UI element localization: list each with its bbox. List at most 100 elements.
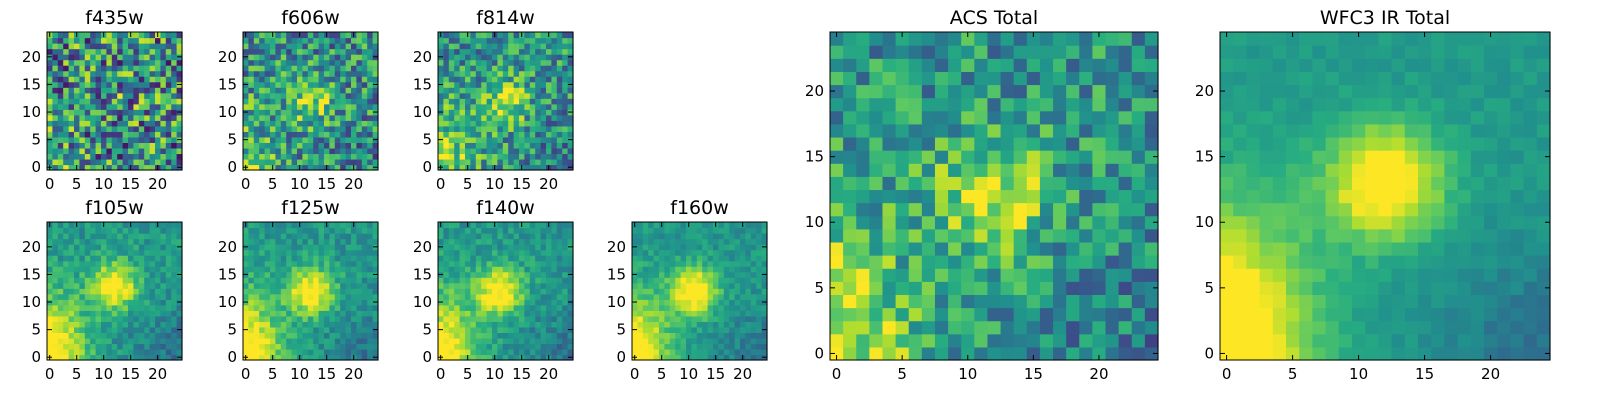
heatmap-cell <box>745 310 752 317</box>
heatmap-cell <box>149 59 156 66</box>
heatmap-cell <box>529 266 536 273</box>
heatmap-cell <box>329 142 336 149</box>
heatmap-cell <box>144 114 151 121</box>
heatmap-cell <box>155 326 161 333</box>
heatmap-cell <box>160 153 167 160</box>
heatmap-cell <box>443 348 450 356</box>
heatmap-cell <box>508 282 515 289</box>
heatmap-cell <box>117 299 124 306</box>
heatmap-cell <box>524 227 531 234</box>
heatmap-cell <box>567 343 574 350</box>
heatmap-cell <box>149 142 156 149</box>
heatmap-cell <box>1079 307 1093 322</box>
heatmap-cell <box>138 304 145 311</box>
heatmap-cell <box>540 277 547 284</box>
heatmap-cell <box>502 125 509 132</box>
heatmap-cell <box>513 354 520 361</box>
heatmap-cell <box>329 348 336 356</box>
heatmap-cell <box>334 109 341 116</box>
heatmap-cell <box>307 147 314 155</box>
heatmap-cell <box>95 76 102 83</box>
heatmap-cell <box>95 348 102 356</box>
heatmap-cell <box>264 92 271 99</box>
heatmap-cell <box>481 54 488 61</box>
heatmap-cell <box>356 348 363 356</box>
heatmap-cell <box>329 244 336 251</box>
heatmap-cell <box>95 164 102 171</box>
heatmap-cell <box>664 315 671 322</box>
heatmap-cell <box>540 326 547 333</box>
heatmap-cell <box>642 332 649 339</box>
heatmap-cell <box>144 310 151 317</box>
heatmap-cell <box>1013 241 1028 256</box>
heatmap-cell <box>513 76 520 83</box>
heatmap-cell <box>297 131 303 138</box>
heatmap-cell <box>74 304 80 311</box>
heatmap-cell <box>340 233 347 240</box>
x-tick-label: 0 <box>45 365 55 383</box>
heatmap-cell <box>122 227 129 234</box>
heatmap-cell <box>259 321 266 328</box>
heatmap-cell <box>133 158 140 166</box>
heatmap-cell <box>165 332 172 339</box>
heatmap-cell <box>745 238 752 245</box>
heatmap-cell <box>302 255 309 262</box>
heatmap-cell <box>356 354 363 361</box>
heatmap-cell <box>253 92 260 99</box>
heatmap-cell <box>659 343 665 350</box>
heatmap-cell <box>934 215 949 230</box>
heatmap-cell <box>502 233 509 240</box>
heatmap-cell <box>948 333 962 348</box>
heatmap-cell <box>63 348 70 356</box>
heatmap-cell <box>79 260 86 267</box>
heatmap-cell <box>740 348 746 356</box>
heatmap-cell <box>90 136 97 143</box>
heatmap-cell <box>974 255 989 269</box>
heatmap-cell <box>723 222 730 229</box>
heatmap-cell <box>253 222 260 229</box>
heatmap-cell <box>84 125 91 132</box>
heatmap-cell <box>280 147 287 155</box>
heatmap-cell <box>122 282 129 289</box>
heatmap-cell <box>443 153 450 160</box>
heatmap-cell <box>513 70 520 77</box>
heatmap-cell <box>270 337 276 345</box>
heatmap-cell <box>492 282 498 289</box>
heatmap-cell <box>637 343 644 350</box>
heatmap-cell <box>297 266 303 273</box>
heatmap-cell <box>562 321 569 328</box>
heatmap-cell <box>519 326 525 333</box>
heatmap-cell <box>556 87 563 94</box>
heatmap-cell <box>519 227 525 234</box>
heatmap-cell <box>513 288 520 295</box>
heatmap-cell <box>248 131 255 138</box>
heatmap-cell <box>508 348 515 356</box>
heatmap-cell <box>497 54 504 61</box>
heatmap-cell <box>253 65 260 72</box>
heatmap-cell <box>454 136 461 143</box>
heatmap-cell <box>84 76 91 83</box>
heatmap-cell <box>165 238 172 245</box>
heatmap-cell <box>497 354 504 361</box>
heatmap-cell <box>740 227 746 234</box>
heatmap-cell <box>340 238 347 245</box>
heatmap-cell <box>529 153 536 160</box>
heatmap-cell <box>280 354 287 361</box>
heatmap-cell <box>138 244 145 251</box>
heatmap-cell <box>680 277 687 284</box>
heatmap-cell <box>664 282 671 289</box>
heatmap-cell <box>318 244 325 251</box>
heatmap-cell <box>481 260 488 267</box>
heatmap-cell <box>707 244 714 251</box>
heatmap-cell <box>117 266 124 273</box>
heatmap-cell <box>95 136 102 143</box>
heatmap-cell <box>275 271 282 278</box>
heatmap-cell <box>361 153 368 160</box>
heatmap-cell <box>1105 176 1120 191</box>
heatmap-cell <box>90 282 97 289</box>
heatmap-cell <box>280 54 287 61</box>
heatmap-cell <box>497 87 504 94</box>
heatmap-cell <box>508 299 515 306</box>
heatmap-cell <box>297 98 303 105</box>
heatmap-cell <box>513 249 520 256</box>
